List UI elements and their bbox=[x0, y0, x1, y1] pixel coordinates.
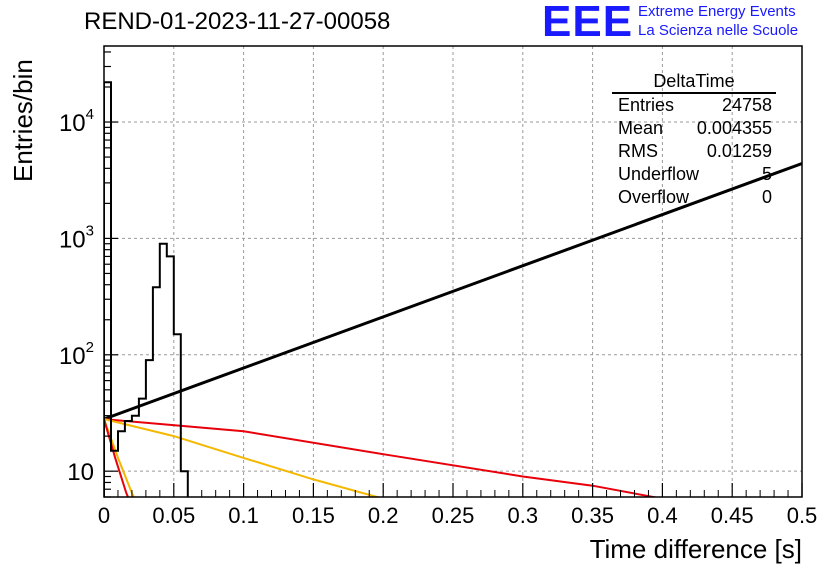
stats-row: Mean 0.004355 bbox=[612, 117, 776, 140]
x-tick-label: 0.5 bbox=[787, 503, 818, 528]
x-tick-label: 0.15 bbox=[292, 503, 335, 528]
stats-label: Underflow bbox=[618, 164, 700, 184]
y-tick-label: 103 bbox=[59, 222, 94, 253]
stats-label: Overflow bbox=[618, 187, 690, 207]
y-axis-label: Entries/bin bbox=[8, 59, 38, 182]
fit-line bbox=[104, 418, 130, 497]
stats-row: Entries 24758 bbox=[612, 94, 776, 117]
y-tick-label: 10 bbox=[67, 459, 94, 486]
stats-label: Mean bbox=[618, 118, 664, 138]
x-tick-label: 0.25 bbox=[432, 503, 475, 528]
logo-text: Extreme Energy Events La Scienza nelle S… bbox=[638, 2, 798, 40]
stats-value: 5 bbox=[761, 164, 772, 184]
stats-row: Underflow 5 bbox=[612, 163, 776, 186]
x-tick-label: 0.35 bbox=[571, 503, 614, 528]
x-tick-label: 0.05 bbox=[152, 503, 195, 528]
stats-box: DeltaTime Entries 24758 Mean 0.004355 RMS 0… bbox=[612, 70, 776, 209]
stats-row: RMS 0.01259 bbox=[612, 140, 776, 163]
eee-logo: EEE bbox=[542, 0, 634, 46]
logo-line-2: La Scienza nelle Scuole bbox=[638, 22, 799, 39]
stats-value: 0.01259 bbox=[706, 141, 772, 161]
fit-line bbox=[104, 162, 802, 421]
fit-line bbox=[104, 418, 659, 497]
stats-value: 0 bbox=[761, 187, 772, 207]
x-tick-label: 0.2 bbox=[368, 503, 399, 528]
x-tick-label: 0 bbox=[98, 503, 110, 528]
fit-line bbox=[104, 418, 381, 497]
histogram-outline bbox=[104, 81, 189, 497]
stats-value: 24758 bbox=[721, 95, 772, 115]
x-tick-label: 0.4 bbox=[647, 503, 678, 528]
stats-value: 0.004355 bbox=[696, 118, 772, 138]
x-tick-label: 0.3 bbox=[508, 503, 539, 528]
chart-title: REND-01-2023-11-27-00058 bbox=[84, 8, 391, 35]
stats-label: RMS bbox=[618, 141, 658, 161]
x-tick-label: 0.45 bbox=[711, 503, 754, 528]
y-tick-label: 104 bbox=[59, 106, 94, 137]
x-tick-label: 0.1 bbox=[228, 503, 259, 528]
x-axis-label: Time difference [s] bbox=[589, 534, 802, 564]
stats-label: Entries bbox=[618, 95, 675, 115]
stats-row: Overflow 0 bbox=[612, 186, 776, 209]
y-tick-label: 102 bbox=[59, 339, 94, 370]
stats-title: DeltaTime bbox=[612, 70, 776, 94]
logo-line-1: Extreme Energy Events bbox=[638, 3, 796, 20]
